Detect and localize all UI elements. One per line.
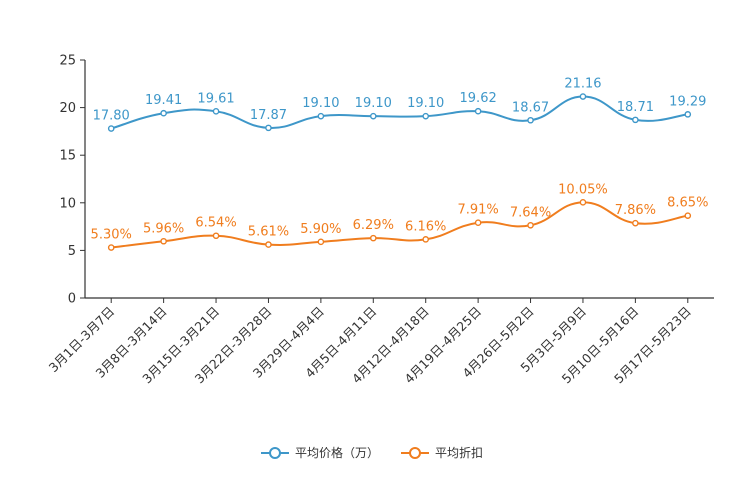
- data-point: [107, 125, 115, 132]
- data-point: [632, 219, 639, 227]
- data-point: [422, 236, 430, 243]
- data-point: [474, 219, 482, 226]
- legend-item-price[interactable]: 平均价格（万）: [260, 444, 379, 461]
- data-label: 19.29: [669, 94, 706, 109]
- data-point: [317, 112, 325, 120]
- data-point: [422, 112, 430, 120]
- data-point: [684, 212, 692, 219]
- data-label: 17.87: [250, 108, 287, 123]
- data-point: [160, 237, 167, 245]
- legend-item-discount[interactable]: 平均折扣: [401, 444, 483, 461]
- data-point: [212, 232, 220, 240]
- chart-canvas: 05101520253月1日-3月7日3月8日-3月14日3月15日-3月21日…: [46, 54, 714, 386]
- data-label: 6.16%: [405, 219, 446, 234]
- y-tick-label: 5: [68, 244, 76, 259]
- data-label: 7.86%: [615, 203, 656, 218]
- chart-legend: 平均价格（万） 平均折扣: [0, 444, 744, 461]
- y-tick-label: 0: [68, 292, 76, 307]
- data-label: 5.30%: [91, 228, 132, 243]
- data-point: [632, 116, 639, 124]
- data-label: 7.64%: [510, 205, 551, 220]
- data-label: 8.65%: [667, 196, 708, 211]
- data-point: [369, 234, 377, 242]
- data-label: 6.29%: [353, 218, 394, 233]
- data-point: [265, 241, 272, 248]
- data-point: [684, 111, 692, 118]
- data-label: 19.10: [355, 96, 392, 111]
- legend-discount-marker-icon: [401, 446, 429, 460]
- data-label: 10.05%: [558, 182, 608, 197]
- data-point: [212, 108, 220, 115]
- data-label: 19.61: [197, 91, 234, 106]
- data-point: [265, 124, 272, 132]
- data-label: 17.80: [93, 109, 130, 124]
- y-tick-label: 25: [59, 54, 76, 69]
- legend-price-label: 平均价格（万）: [294, 446, 379, 460]
- data-label: 18.71: [617, 100, 654, 115]
- data-point: [474, 107, 482, 115]
- legend-discount-label: 平均折扣: [435, 446, 484, 460]
- data-point: [107, 244, 115, 251]
- data-label: 18.67: [512, 100, 549, 115]
- data-label: 21.16: [564, 77, 601, 92]
- data-label: 7.91%: [457, 203, 498, 218]
- y-tick-label: 15: [59, 149, 76, 164]
- data-point: [579, 93, 587, 100]
- y-tick-label: 10: [59, 196, 76, 211]
- data-label: 6.54%: [195, 216, 236, 231]
- data-label: 5.90%: [300, 222, 341, 237]
- data-label: 19.62: [460, 91, 497, 106]
- legend-price-marker-icon: [260, 446, 289, 460]
- data-label: 19.41: [145, 93, 182, 108]
- data-label: 5.61%: [248, 225, 289, 240]
- data-point: [527, 116, 534, 124]
- data-label: 19.10: [407, 96, 444, 111]
- data-point: [527, 221, 534, 229]
- data-point: [579, 199, 587, 206]
- data-point: [369, 112, 377, 120]
- data-point: [317, 238, 325, 246]
- data-label: 19.10: [302, 96, 339, 111]
- data-label: 5.96%: [143, 221, 184, 236]
- data-point: [160, 109, 167, 117]
- y-tick-label: 20: [59, 101, 76, 116]
